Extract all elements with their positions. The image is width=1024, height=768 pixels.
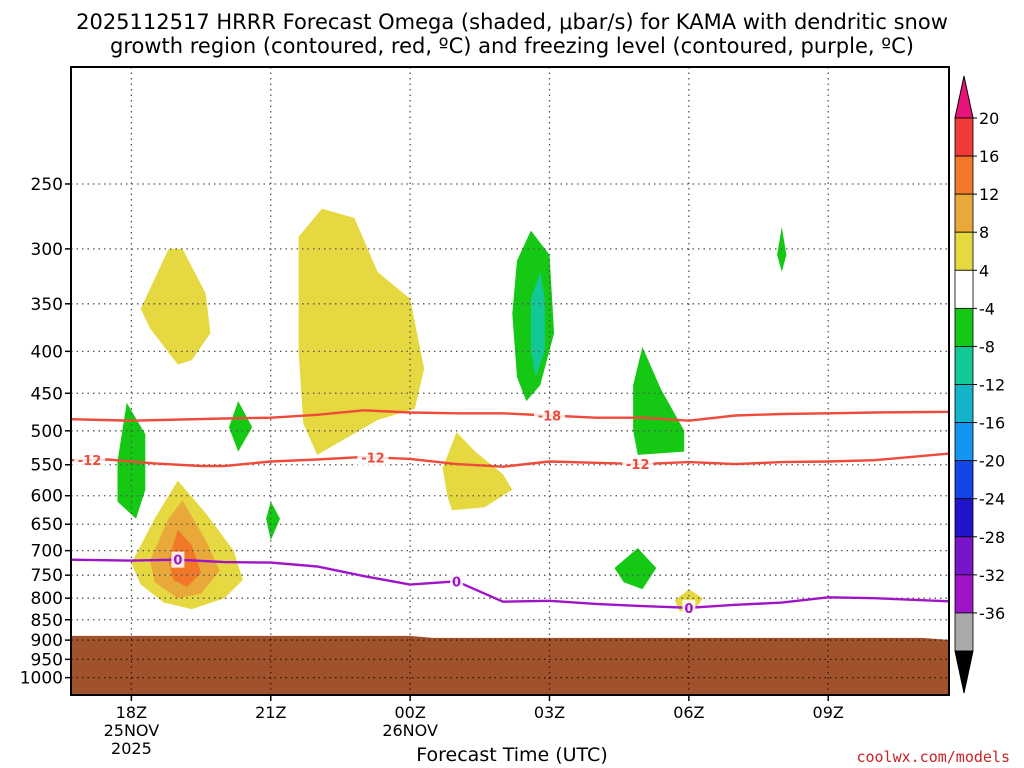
colorbar-label-2: 12 [979, 185, 999, 204]
contour-label-2-0: 0 [173, 554, 182, 569]
contour-label-bg-2-0 [171, 551, 185, 568]
colorbar-label-7: -12 [979, 376, 1005, 395]
y-tick-label-800: 800 [31, 589, 63, 609]
colorbar-bottom-arrow [954, 650, 974, 694]
omega-region-neg4-8 [228, 401, 253, 452]
y-tick-label-250: 250 [31, 175, 63, 195]
colorbar-box-9 [954, 460, 974, 500]
y-tick-label-450: 450 [31, 384, 63, 404]
contour-line-0-2 [71, 558, 949, 610]
contour-label-bg-1-2 [622, 455, 654, 472]
terrain-fill [71, 635, 949, 695]
omega-region-4-1 [298, 208, 425, 455]
colorbar-box-13 [954, 612, 974, 652]
y-tick-label-950: 950 [31, 650, 63, 670]
x-tick-label-21-0: 21Z [255, 703, 286, 722]
omega-region-4-0 [140, 248, 211, 365]
y-tick-label-400: 400 [31, 342, 63, 362]
contour-label-bg-1-0 [74, 451, 106, 468]
colorbar-box-6 [954, 346, 974, 385]
contour-label-1-1: -12 [361, 451, 385, 466]
contour-line-neg12-1 [71, 452, 949, 468]
x-tick-label-33-0: 09Z [813, 703, 844, 722]
colorbar-label-4: 4 [979, 261, 989, 280]
y-tick-label-500: 500 [31, 422, 63, 442]
colorbar-label-0: 20 [979, 109, 999, 128]
colorbar-box-5 [954, 307, 974, 347]
credit-text: coolwx.com/models [856, 748, 1010, 766]
omega-region-neg4-13 [614, 548, 657, 590]
plot-frame [70, 66, 950, 696]
colorbar-label-13: -36 [979, 604, 1005, 623]
y-axis: 2503003504004505005506006507007508008509… [20, 175, 71, 689]
colorbar-label-11: -28 [979, 528, 1005, 547]
y-tick-label-750: 750 [31, 566, 63, 586]
contour-label-bg-2-1 [450, 573, 464, 590]
terrain-layer [71, 635, 949, 695]
y-tick-label-850: 850 [31, 611, 63, 631]
colorbar-label-8: -16 [979, 414, 1005, 433]
x-tick-label-18-1: 25NOV [104, 721, 160, 740]
x-tick-label-18-0: 18Z [116, 703, 147, 722]
contour-label-1-0: -12 [78, 454, 102, 469]
omega-region-neg4-12 [633, 346, 685, 455]
x-tick-label-30-0: 06Z [673, 703, 704, 722]
chart-title-line-1: 2025112517 HRRR Forecast Omega (shaded, … [76, 10, 948, 34]
omega-region-neg4-9 [266, 501, 280, 541]
chart-title-line-2: growth region (contoured, red, ºC) and f… [110, 34, 914, 58]
y-tick-label-600: 600 [31, 487, 63, 507]
contour-layer: -18 -12 -12 -12 0 0 0 [71, 407, 949, 617]
y-tick-label-550: 550 [31, 456, 63, 476]
colorbar-label-3: 8 [979, 223, 989, 242]
colorbar-label-5: -4 [979, 299, 995, 318]
colorbar-box-2 [954, 193, 974, 233]
x-tick-label-18-2: 2025 [111, 739, 152, 758]
colorbar-box-11 [954, 536, 974, 576]
omega-region-4-2 [442, 432, 513, 511]
y-tick-label-700: 700 [31, 542, 63, 562]
contour-label-2-1: 0 [452, 575, 461, 590]
colorbar-label-10: -24 [979, 490, 1005, 509]
x-tick-label-24-1: 26NOV [382, 721, 438, 740]
y-tick-label-300: 300 [31, 240, 63, 260]
y-tick-label-1000: 1000 [20, 669, 63, 689]
omega-region-12-5 [168, 529, 202, 587]
colorbar-box-8 [954, 422, 974, 462]
y-tick-label-350: 350 [31, 295, 63, 315]
contour-label-2-2: 0 [684, 602, 693, 617]
colorbar-box-10 [954, 498, 974, 538]
contour-label-bg-1-1 [357, 449, 389, 466]
colorbar-box-12 [954, 574, 974, 614]
colorbar-box-1 [954, 155, 974, 195]
x-axis-label: Forecast Time (UTC) [416, 744, 608, 766]
colorbar-top-arrow [954, 75, 974, 119]
colorbar-label-1: 16 [979, 147, 999, 166]
contour-line-neg18-0 [71, 409, 949, 422]
omega-shading-layer [117, 208, 787, 613]
colorbar-box-3 [954, 231, 974, 271]
y-tick-label-650: 650 [31, 515, 63, 535]
x-tick-label-27-0: 03Z [534, 703, 565, 722]
colorbar-label-9: -20 [979, 452, 1005, 471]
colorbar-label-6: -8 [979, 337, 995, 356]
y-tick-label-900: 900 [31, 631, 63, 651]
colorbar-box-4 [954, 269, 974, 309]
colorbar-label-12: -32 [979, 566, 1005, 585]
colorbar-box-7 [954, 384, 974, 423]
contour-label-bg-2-2 [682, 599, 696, 616]
contour-label-bg-0-0 [533, 407, 565, 424]
contour-label-1-2: -12 [626, 458, 650, 473]
contour-label-0-0: -18 [538, 410, 562, 425]
colorbar: 20 16 12 8 4 -4 -8 -12 -16 -20 -24 -28 -32 -36 [954, 75, 1005, 694]
colorbar-box-0 [954, 117, 974, 157]
x-tick-label-24-0: 00Z [394, 703, 425, 722]
